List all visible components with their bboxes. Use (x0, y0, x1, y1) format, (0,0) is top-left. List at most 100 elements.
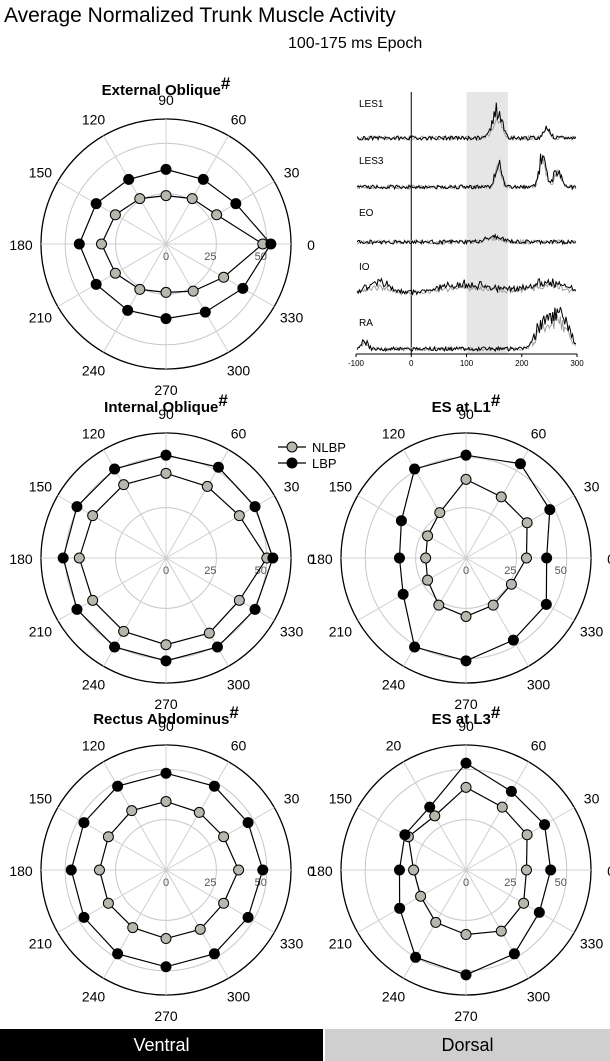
panel-title-text: External Oblique (102, 82, 221, 99)
trace-label-ra: RA (359, 318, 373, 329)
time-tick-label: -100 (348, 359, 365, 368)
data-point-lbp (541, 552, 553, 564)
series-line-nlbp (425, 478, 528, 618)
data-point-lbp (265, 238, 277, 250)
data-point-nlbp (460, 781, 472, 793)
data-point-lbp (160, 449, 172, 461)
data-point-nlbp (233, 864, 245, 876)
angle-tick-label: 0 (307, 551, 315, 567)
ring-tick-label: 0 (463, 565, 469, 577)
data-point-lbp (539, 819, 551, 831)
angle-tick-label: 120 (82, 737, 106, 753)
data-point-nlbp (160, 190, 172, 202)
angle-tick-label: 150 (29, 791, 53, 807)
data-point-nlbp (496, 801, 508, 813)
time-tick-label: 100 (460, 359, 474, 368)
data-point-nlbp (505, 578, 517, 590)
ring-tick-label: 50 (255, 565, 267, 577)
ring-tick-label: 50 (555, 877, 567, 889)
data-point-nlbp (495, 925, 507, 937)
data-point-lbp (160, 961, 172, 973)
data-point-nlbp (160, 467, 172, 479)
data-point-lbp (397, 588, 409, 600)
data-point-lbp (109, 641, 121, 653)
panel-title: External Oblique# (102, 74, 231, 99)
emg-trace-io-lbp (356, 277, 577, 297)
ring-tick-label: 0 (163, 877, 169, 889)
data-point-nlbp (422, 530, 434, 542)
data-point-nlbp (420, 552, 432, 564)
data-point-lbp (540, 598, 552, 610)
data-point-lbp (65, 864, 77, 876)
data-point-lbp (90, 198, 102, 210)
data-point-nlbp (422, 574, 434, 586)
grid-spoke (165, 869, 229, 979)
series-line-nlbp (78, 472, 268, 646)
data-point-nlbp (102, 897, 114, 909)
data-point-lbp (507, 634, 519, 646)
ring-tick-label: 0 (163, 251, 169, 263)
data-point-nlbp (194, 923, 206, 935)
polar-chart-2: 0 30 60 90 120 150 180 210 240 270 300 330 0 25 50 ES a… (309, 391, 610, 712)
angle-tick-label: 240 (382, 677, 406, 693)
angle-tick-label: 240 (382, 989, 406, 1005)
data-point-lbp (409, 641, 421, 653)
data-point-nlbp (460, 610, 472, 622)
angle-tick-label: 150 (29, 479, 53, 495)
significance-mark: # (218, 391, 228, 410)
data-point-nlbp (134, 283, 146, 295)
data-point-nlbp (160, 933, 172, 945)
grid-spoke (165, 135, 229, 245)
angle-tick-label: 0 (607, 863, 610, 879)
legend-label-nlbp: NLBP (312, 440, 346, 455)
angle-tick-label: 210 (29, 936, 53, 952)
data-point-lbp (112, 780, 124, 792)
data-point-nlbp (187, 285, 199, 297)
data-point-lbp (460, 449, 472, 461)
data-point-lbp (57, 552, 69, 564)
angle-tick-label: 240 (82, 363, 106, 379)
trace-label-io: IO (359, 262, 370, 273)
legend-label-lbp: LBP (312, 456, 337, 471)
data-point-nlbp (233, 594, 245, 606)
data-point-nlbp (186, 193, 198, 205)
time-tick-label: 300 (570, 359, 584, 368)
data-point-lbp (424, 801, 436, 813)
data-point-nlbp (93, 864, 105, 876)
data-point-nlbp (460, 929, 472, 941)
data-point-lbp (160, 655, 172, 667)
panel-title-text: Internal Oblique (104, 399, 218, 416)
data-point-nlbp (127, 922, 139, 934)
angle-tick-label: 150 (329, 479, 353, 495)
emg-trace-les3-lbp (356, 153, 577, 191)
data-point-nlbp (134, 193, 146, 205)
angle-tick-label: 210 (329, 624, 353, 640)
grid-spoke (465, 495, 575, 559)
data-point-lbp (160, 767, 172, 779)
angle-tick-label: 330 (580, 624, 604, 640)
angle-tick-label: 60 (531, 425, 547, 441)
data-point-lbp (122, 304, 134, 316)
data-point-nlbp (160, 639, 172, 651)
data-point-nlbp (102, 831, 114, 843)
data-point-nlbp (434, 507, 446, 519)
ring-tick-label: 25 (204, 877, 216, 889)
angle-tick-label: 240 (82, 677, 106, 693)
ring-tick-label: 25 (204, 565, 216, 577)
angle-tick-label: 30 (284, 791, 300, 807)
ring-tick-label: 25 (504, 565, 516, 577)
data-point-nlbp (95, 238, 107, 250)
data-point-lbp (208, 780, 220, 792)
data-point-lbp (460, 969, 472, 981)
data-point-nlbp (233, 510, 245, 522)
panel-title-text: ES at L1 (432, 399, 491, 416)
data-point-lbp (257, 864, 269, 876)
polar-chart-4: 0 30 60 90 20 150 180 210 240 270 300 330 0 25 50 ES at… (309, 703, 610, 1024)
grid-spoke (165, 243, 229, 353)
angle-tick-label: 30 (584, 791, 600, 807)
data-point-nlbp (118, 625, 130, 637)
angle-tick-label: 60 (531, 737, 547, 753)
angle-tick-label: 60 (231, 425, 247, 441)
angle-tick-label: 0 (607, 551, 610, 567)
